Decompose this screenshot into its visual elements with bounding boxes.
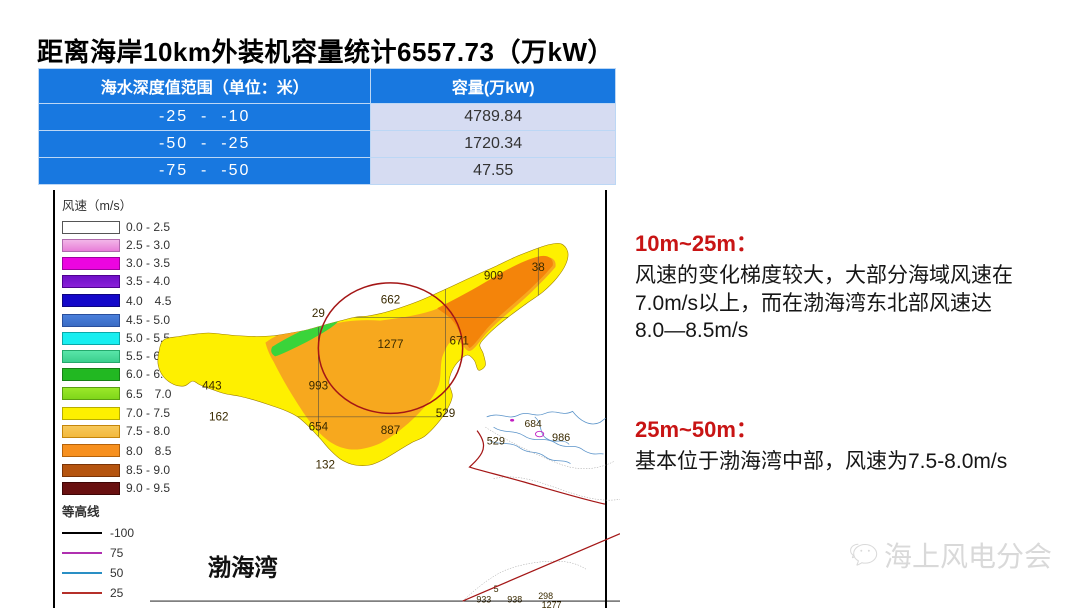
svg-text:933: 933 — [476, 594, 491, 604]
svg-text:938: 938 — [507, 594, 522, 604]
svg-text:909: 909 — [484, 269, 503, 282]
svg-text:529: 529 — [487, 435, 505, 447]
svg-text:654: 654 — [309, 421, 329, 434]
svg-text:662: 662 — [381, 293, 400, 306]
svg-text:132: 132 — [315, 458, 334, 471]
svg-text:529: 529 — [436, 407, 455, 420]
svg-text:443: 443 — [202, 379, 221, 392]
svg-text:887: 887 — [381, 424, 400, 437]
svg-text:986: 986 — [552, 432, 570, 444]
svg-text:993: 993 — [309, 379, 328, 392]
svg-text:渤海湾: 渤海湾 — [208, 554, 278, 581]
svg-text:162: 162 — [209, 410, 228, 423]
svg-text:671: 671 — [449, 335, 468, 348]
svg-text:1277: 1277 — [378, 338, 404, 351]
svg-text:29: 29 — [312, 307, 325, 320]
svg-text:684: 684 — [524, 419, 541, 430]
svg-text:38: 38 — [532, 261, 545, 274]
